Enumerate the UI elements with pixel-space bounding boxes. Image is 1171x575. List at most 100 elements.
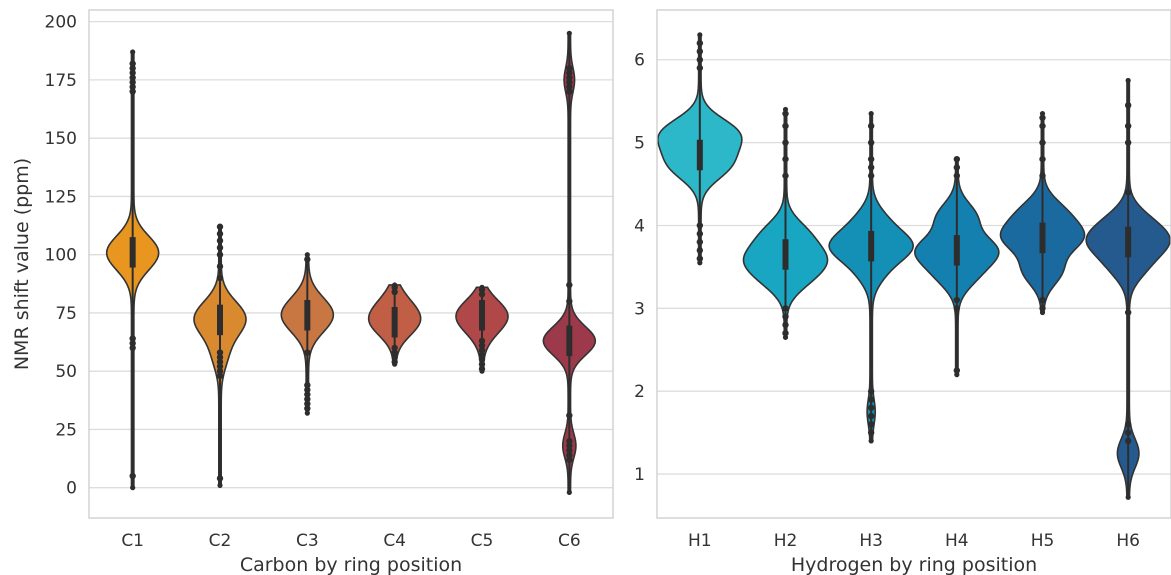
- point-h5: [1039, 296, 1046, 304]
- point-c3: [304, 381, 311, 389]
- point-h2: [782, 139, 789, 146]
- point-h2: [782, 110, 789, 117]
- point-c5: [478, 351, 486, 359]
- hydrogen-y-ticks: 1 2 3 4 5 6: [634, 51, 645, 485]
- point-h1: [696, 39, 704, 47]
- carbon-panel: 0 25 50 75 100 125 150 175 200 C1 C2 C3 C4 C5 C6 Carb…: [11, 9, 614, 575]
- violin-inner-h3: [868, 230, 875, 262]
- point-c1: [129, 340, 136, 347]
- point-c5: [478, 337, 486, 345]
- hydrogen-panel: 1 2 3 4 5 6 H1 H2 H3 H4 H5 H6 Hydrogen by ring pos…: [634, 9, 1171, 575]
- point-c2: [216, 251, 224, 258]
- violin-inner-c5: [479, 300, 485, 331]
- extreme-h5: [1039, 110, 1046, 117]
- y-tick-label: 2: [634, 382, 645, 402]
- carbon-x-ticks: C1 C2 C3 C4 C5 C6: [121, 531, 580, 551]
- extreme-c6: [566, 489, 572, 495]
- y-tick-label: 75: [55, 304, 77, 324]
- carbon-gridlines: [89, 21, 613, 489]
- x-tick-label-h3: H3: [859, 531, 883, 551]
- extreme-c2: [217, 224, 223, 230]
- point-c6: [566, 412, 573, 419]
- hydrogen-gridlines: [657, 59, 1171, 475]
- extreme-h5: [1039, 309, 1046, 316]
- carbon-plot-frame: [88, 9, 614, 519]
- point-c5: [478, 356, 486, 363]
- point-c4: [391, 344, 398, 352]
- point-c3: [304, 349, 311, 356]
- point-c6: [566, 88, 573, 95]
- x-tick-label-h2: H2: [774, 531, 798, 551]
- extreme-c3: [304, 252, 310, 258]
- violin-h1: [657, 32, 743, 266]
- extreme-c3: [304, 410, 310, 416]
- extreme-h4: [954, 372, 960, 378]
- point-c5: [478, 347, 486, 354]
- y-tick-label: 4: [634, 216, 645, 236]
- point-h1: [696, 230, 704, 237]
- point-c3: [304, 405, 311, 412]
- y-tick-label: 50: [55, 362, 77, 382]
- y-tick-label: 150: [45, 129, 77, 149]
- carbon-violins: [105, 30, 597, 495]
- point-c1: [129, 83, 136, 91]
- point-h4: [953, 367, 961, 374]
- point-c1: [129, 65, 136, 72]
- point-h1: [696, 64, 704, 72]
- point-h4: [953, 305, 961, 312]
- point-h6: [1124, 139, 1132, 146]
- point-h6: [1124, 421, 1132, 428]
- violin-c5: [455, 284, 509, 374]
- y-tick-label: 125: [45, 187, 77, 207]
- x-tick-label-h5: H5: [1031, 531, 1055, 551]
- extreme-h1: [697, 32, 703, 38]
- y-tick-label: 175: [45, 71, 77, 91]
- extreme-h3: [868, 110, 874, 117]
- hydrogen-plot-frame: [656, 9, 1171, 519]
- point-c1: [129, 88, 136, 95]
- point-c2: [216, 367, 224, 375]
- point-h1: [696, 238, 704, 246]
- point-h5: [1039, 122, 1046, 130]
- violin-inner-c3: [304, 300, 311, 331]
- point-h3: [867, 139, 875, 146]
- point-c1: [129, 335, 136, 342]
- violin-inner-c4: [391, 307, 398, 338]
- x-tick-label-h4: H4: [945, 531, 969, 551]
- point-c4: [391, 349, 398, 356]
- point-h1: [696, 222, 704, 229]
- x-tick-label-h6: H6: [1116, 531, 1140, 551]
- extreme-h2: [782, 106, 789, 113]
- point-c6: [566, 83, 573, 91]
- point-c6: [566, 451, 573, 459]
- point-c6: [566, 447, 573, 454]
- point-c1: [129, 69, 136, 77]
- point-c2: [216, 244, 224, 251]
- x-tick-label-c2: C2: [209, 531, 232, 551]
- point-c6: [566, 437, 573, 445]
- point-h4: [953, 172, 961, 179]
- point-c2: [216, 274, 224, 282]
- y-tick-label: 5: [634, 134, 645, 154]
- point-c2: [216, 349, 224, 356]
- extreme-c1: [130, 49, 136, 55]
- point-h1: [696, 48, 704, 55]
- carbon-y-axis-label: NMR shift value (ppm): [11, 158, 33, 370]
- point-h5: [1039, 172, 1046, 179]
- carbon-y-ticks: 0 25 50 75 100 125 150 175 200: [45, 13, 77, 499]
- point-h6: [1124, 189, 1132, 196]
- point-h2: [782, 321, 789, 329]
- violin-c4: [367, 282, 422, 367]
- violin-inner-h6: [1125, 226, 1132, 258]
- point-c5: [478, 291, 486, 298]
- extreme-c5: [479, 284, 485, 290]
- x-tick-label-c4: C4: [383, 531, 406, 551]
- point-h2: [782, 305, 789, 312]
- x-tick-label-c5: C5: [471, 531, 494, 551]
- point-c1: [129, 60, 136, 67]
- point-c2: [216, 237, 224, 244]
- extreme-h2: [782, 334, 789, 340]
- point-c6: [566, 442, 573, 449]
- extreme-h6: [1125, 77, 1131, 84]
